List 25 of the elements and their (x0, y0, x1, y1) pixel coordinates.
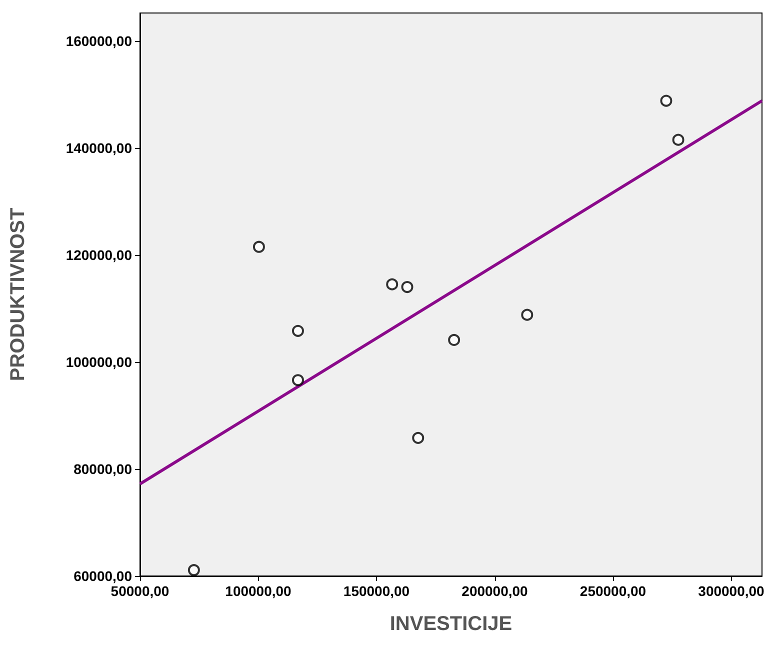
y-tick-label: 120000,00 (66, 246, 132, 263)
point (412, 432, 424, 444)
x-tick-label: 300000,00 (698, 583, 765, 599)
x-tick-label: 150000,00 (343, 583, 410, 599)
point (672, 134, 684, 146)
y-tick-label: 100000,00 (66, 354, 132, 370)
x-axis-title: INVESTICIJE (390, 613, 512, 635)
point (660, 94, 672, 107)
point (448, 334, 460, 346)
point (401, 281, 414, 294)
point (292, 324, 304, 337)
y-tick-label: 140000,00 (66, 140, 132, 156)
point (188, 564, 200, 576)
y-tick-label: 80000,00 (74, 460, 132, 477)
x-tick-label: 50000,00 (110, 583, 170, 599)
point (386, 278, 398, 290)
y-tick-label: 60000,00 (74, 568, 132, 584)
x-tick-label: 100000,00 (225, 583, 292, 599)
point (521, 308, 534, 321)
y-axis-title: PRODUKTIVNOST (7, 208, 29, 382)
y-tick-label: 160000,00 (66, 32, 132, 49)
point (252, 240, 265, 253)
x-tick-label: 200000,00 (462, 583, 528, 599)
point (292, 374, 304, 386)
x-tick-label: 250000,00 (580, 583, 646, 599)
